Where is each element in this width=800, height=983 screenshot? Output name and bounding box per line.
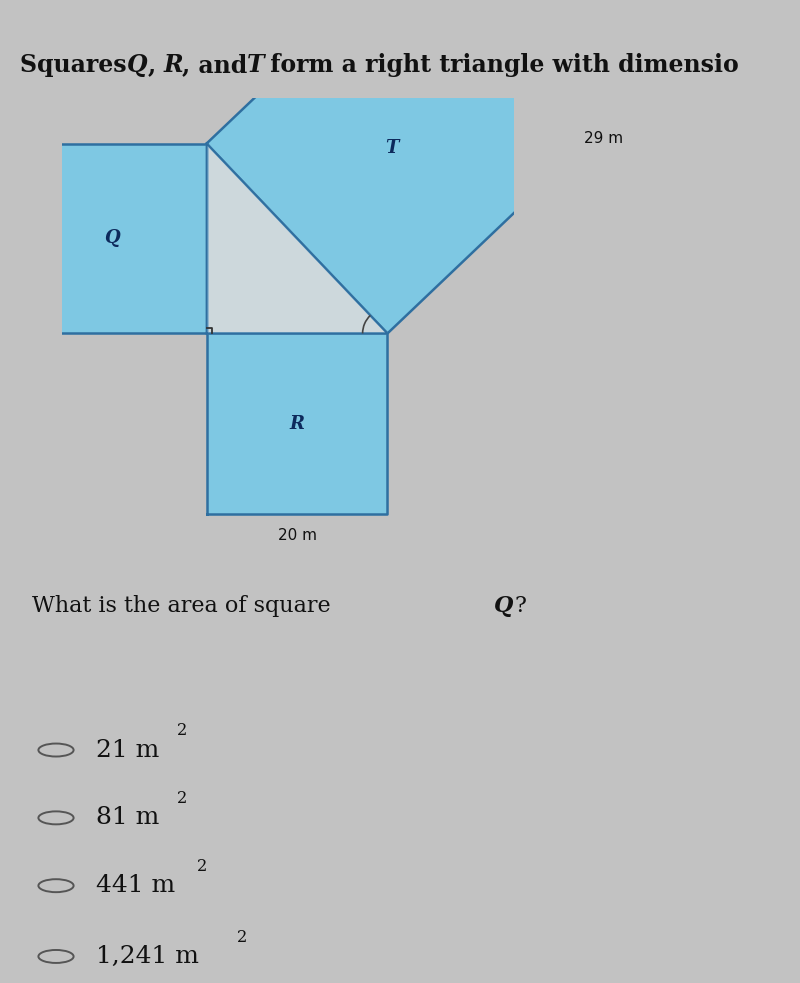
Text: ?: ? xyxy=(514,595,526,616)
Polygon shape xyxy=(206,333,387,514)
Text: ,: , xyxy=(148,53,164,78)
Text: 2: 2 xyxy=(197,858,207,875)
Text: Q: Q xyxy=(126,53,147,78)
Text: , and: , and xyxy=(182,53,256,78)
Text: 81 m: 81 m xyxy=(96,806,159,830)
Polygon shape xyxy=(17,144,206,333)
Text: 21 m: 21 m xyxy=(96,738,159,762)
Text: 2: 2 xyxy=(177,723,187,739)
Polygon shape xyxy=(206,0,578,333)
Text: 441 m: 441 m xyxy=(96,874,175,897)
Text: 1,241 m: 1,241 m xyxy=(96,945,199,968)
Text: 2: 2 xyxy=(177,790,187,807)
Text: Q: Q xyxy=(104,229,119,248)
Text: R: R xyxy=(290,415,305,433)
Text: R: R xyxy=(164,53,184,78)
Text: T: T xyxy=(246,53,264,78)
Text: Squares: Squares xyxy=(20,53,135,78)
Text: form a right triangle with dimensio: form a right triangle with dimensio xyxy=(262,53,739,78)
Text: 20 m: 20 m xyxy=(278,528,317,543)
Polygon shape xyxy=(206,144,387,333)
Text: 2: 2 xyxy=(237,929,247,946)
Text: Q: Q xyxy=(494,595,513,616)
Text: What is the area of square: What is the area of square xyxy=(32,595,338,616)
Text: T: T xyxy=(386,139,398,157)
Text: 29 m: 29 m xyxy=(584,132,623,146)
